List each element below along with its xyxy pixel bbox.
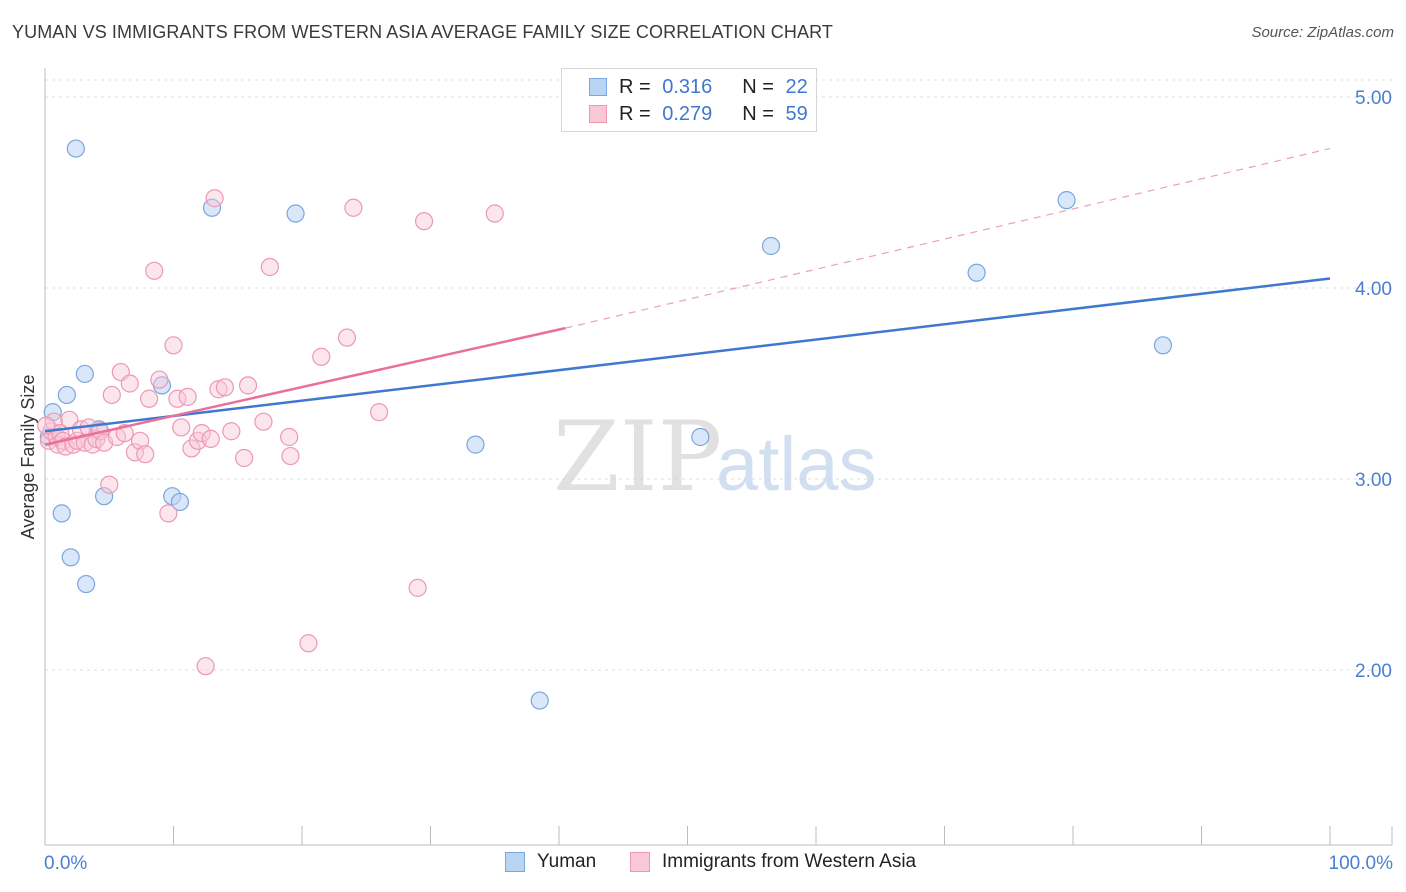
point-western-asia	[222, 422, 241, 441]
point-western-asia	[344, 198, 363, 217]
bottom-legend-label-yuman: Yuman	[537, 851, 597, 872]
point-western-asia	[215, 378, 234, 397]
point-western-asia	[485, 204, 504, 223]
bottom-legend-swatch-western-asia	[630, 852, 650, 872]
point-western-asia	[337, 328, 357, 347]
series-yuman	[39, 139, 1173, 710]
point-western-asia	[299, 634, 318, 653]
point-yuman	[57, 385, 76, 405]
axes	[44, 68, 1393, 846]
point-yuman	[95, 487, 114, 506]
point-western-asia	[139, 389, 159, 408]
series-western-asia	[37, 189, 504, 676]
point-western-asia	[102, 385, 121, 405]
legend-n-value-yuman: 22	[785, 75, 808, 98]
y-tick-label: 5.00	[1355, 88, 1392, 109]
x-tick-label-max: 100.0%	[1329, 853, 1394, 874]
legend-r-label: R =	[619, 102, 651, 125]
gridlines	[45, 79, 1392, 671]
point-yuman	[52, 504, 71, 523]
point-western-asia	[136, 445, 155, 464]
bottom-legend-swatch-yuman	[505, 852, 525, 872]
point-western-asia	[201, 429, 220, 448]
point-western-asia	[150, 370, 169, 389]
point-western-asia	[235, 448, 254, 468]
point-western-asia	[254, 412, 273, 431]
legend-n-label: N =	[742, 75, 774, 98]
point-western-asia	[196, 657, 215, 676]
y-tick-label: 3.00	[1355, 470, 1392, 491]
point-western-asia	[408, 578, 427, 597]
point-western-asia	[145, 261, 164, 280]
point-yuman	[967, 263, 986, 282]
trend-lines	[44, 147, 1331, 446]
point-yuman	[66, 139, 85, 158]
y-tick-label: 4.00	[1355, 279, 1392, 300]
legend: R = 0.316 N = 22 R = 0.279 N = 59	[561, 68, 817, 132]
point-western-asia	[312, 347, 331, 366]
point-western-asia	[280, 427, 299, 447]
bottom-legend-label-western-asia: Immigrants from Western Asia	[662, 851, 917, 872]
y-tick-label: 2.00	[1355, 661, 1392, 682]
bottom-legend-western-asia: Immigrants from Western Asia	[630, 851, 916, 873]
point-western-asia	[172, 418, 191, 437]
bottom-legend: Yuman Immigrants from Western Asia	[0, 851, 1406, 879]
point-yuman	[530, 691, 549, 710]
watermark-zip: ZIP	[553, 401, 722, 513]
legend-row-western-asia: R = 0.279 N = 59	[562, 101, 808, 127]
point-western-asia	[260, 257, 279, 277]
point-western-asia	[209, 380, 228, 399]
point-western-asia	[120, 374, 139, 393]
trend-line-western-asia	[44, 326, 566, 446]
legend-n-value-western-asia: 59	[785, 102, 808, 125]
point-western-asia	[281, 446, 300, 466]
watermark: ZIP atlas	[553, 401, 877, 513]
y-axis-label: Average Family Size	[18, 375, 38, 540]
point-yuman	[1153, 336, 1173, 355]
point-western-asia	[178, 387, 197, 406]
point-yuman	[691, 427, 710, 447]
point-western-asia	[370, 403, 389, 422]
point-yuman	[286, 204, 305, 223]
point-yuman	[466, 435, 485, 454]
point-yuman	[77, 574, 96, 594]
watermark-atlas: atlas	[716, 422, 877, 507]
point-western-asia	[130, 431, 150, 450]
point-western-asia	[182, 439, 201, 458]
legend-swatch-yuman	[589, 78, 607, 96]
point-western-asia	[414, 212, 434, 231]
trend-extension-western-asia	[565, 147, 1331, 329]
point-western-asia	[100, 475, 119, 494]
chart-title: YUMAN VS IMMIGRANTS FROM WESTERN ASIA AV…	[12, 22, 833, 42]
point-yuman	[1057, 191, 1076, 210]
x-tick-label-min: 0.0%	[44, 853, 87, 874]
source-credit: Source: ZipAtlas.com	[1251, 24, 1394, 41]
tick-labels: 2.00 3.00 4.00 5.00 0.0% 100.0%	[44, 88, 1393, 874]
point-yuman	[75, 364, 94, 384]
legend-r-value-western-asia: 0.279	[662, 102, 713, 125]
point-yuman	[61, 548, 80, 567]
legend-n-label: N =	[742, 102, 774, 125]
legend-swatch-western-asia	[589, 105, 607, 123]
point-western-asia	[192, 424, 211, 443]
bottom-legend-yuman: Yuman	[505, 851, 596, 873]
point-yuman	[170, 492, 190, 512]
legend-r-label: R =	[619, 75, 651, 98]
point-western-asia	[205, 189, 224, 208]
legend-row-yuman: R = 0.316 N = 22	[562, 74, 808, 100]
point-yuman	[761, 236, 781, 256]
point-western-asia	[164, 336, 183, 355]
trend-line-yuman	[44, 277, 1331, 433]
point-western-asia	[159, 504, 178, 523]
legend-r-value-yuman: 0.316	[662, 75, 713, 98]
point-western-asia	[238, 376, 258, 395]
